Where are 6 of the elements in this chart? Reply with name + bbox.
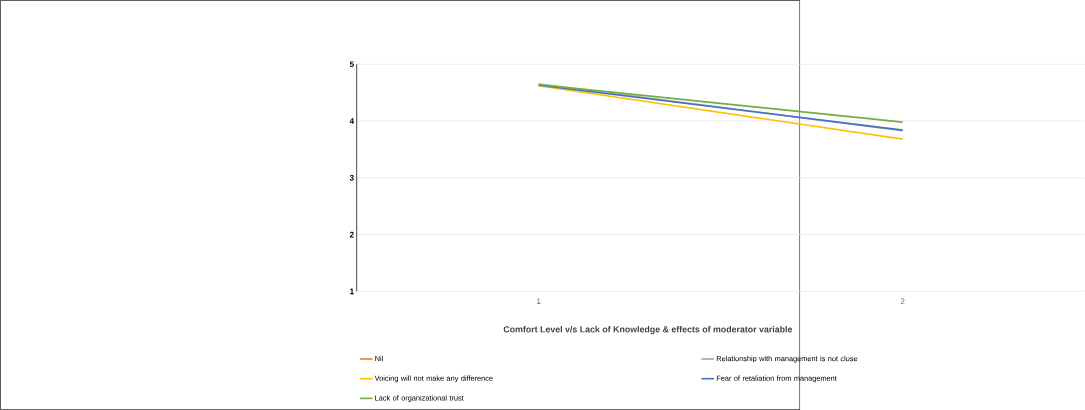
y-tick-label: 4 bbox=[349, 118, 355, 124]
y-tick-label: 1 bbox=[350, 288, 354, 295]
y-tick-label: 2 bbox=[349, 231, 354, 238]
text: Comfort Level v/s Lack of Knowledge & effects of moderator variable bbox=[503, 325, 793, 335]
y-tick-label: 5 bbox=[349, 61, 354, 68]
y-tick-label: 3 bbox=[349, 174, 354, 181]
